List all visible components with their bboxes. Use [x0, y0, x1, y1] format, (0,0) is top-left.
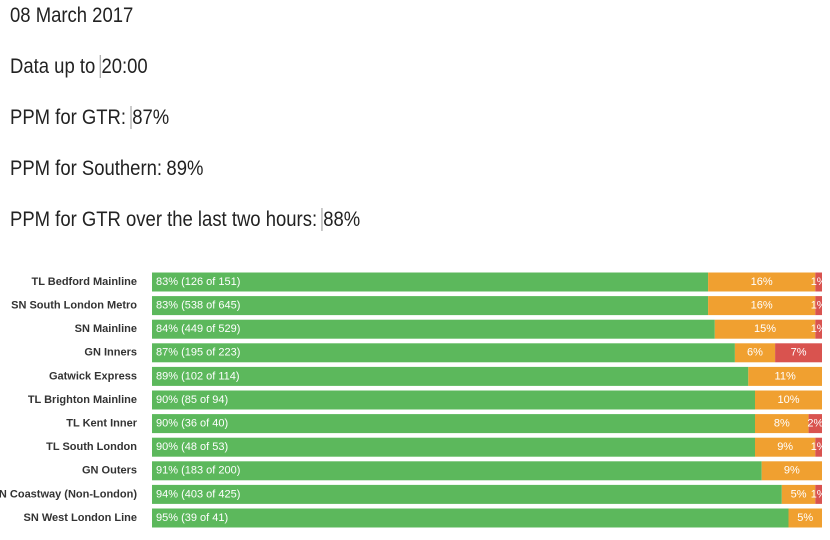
category-label: SN Mainline	[75, 323, 137, 335]
info-value: 88%	[321, 208, 361, 231]
date: 08 March 2017	[10, 4, 134, 27]
bar-segment	[734, 343, 776, 363]
bar-segment	[815, 319, 822, 339]
bar-label: 1%	[811, 488, 827, 500]
category-label: TL Bedford Mainline	[31, 276, 137, 288]
category-label: SN South London Metro	[11, 300, 137, 312]
bar-segment	[152, 272, 709, 292]
bar-segment	[152, 343, 735, 363]
info-label: PPM for Southern:	[10, 157, 163, 180]
bar-segment	[788, 508, 822, 528]
category-label: TL South London	[46, 441, 137, 453]
bar-segment	[761, 461, 822, 481]
category-label: SN West London Line	[24, 512, 137, 524]
bar-label: 2%	[807, 418, 823, 430]
bar-label: 15%	[754, 323, 776, 335]
bar-segment	[152, 437, 755, 457]
bar-label: 84% (449 of 529)	[156, 323, 240, 335]
bar-segment	[152, 414, 755, 434]
bar-label: 1%	[811, 300, 827, 312]
bar-label: 1%	[811, 276, 827, 288]
category-label: Gatwick Express	[49, 370, 137, 382]
bar-segment	[815, 296, 822, 316]
bar-label: 83% (538 of 645)	[156, 300, 240, 312]
bar-segment	[815, 437, 822, 457]
bar-label: 90% (48 of 53)	[156, 441, 228, 453]
info-value: 20:00	[99, 55, 148, 78]
info-line: Data up to 20:00	[10, 55, 148, 79]
bar-label: 9%	[777, 441, 793, 453]
bar-label: 87% (195 of 223)	[156, 347, 240, 359]
bar-segment	[152, 484, 782, 504]
bar-segment	[152, 319, 715, 339]
bar-label: 9%	[784, 465, 800, 477]
bar-segment	[152, 461, 762, 481]
info-label: PPM for GTR:	[10, 106, 127, 129]
category-label: TL Kent Inner	[66, 418, 137, 430]
bar-label: 1%	[811, 323, 827, 335]
chart: TL Bedford Mainline 83% (126 of 151) 16% 1%…	[0, 272, 827, 528]
bar-label: 5%	[791, 488, 807, 500]
bar-segment	[152, 296, 709, 316]
category-label: GN Outers	[82, 465, 137, 477]
bar-segment	[708, 296, 816, 316]
info-label: PPM for GTR over the last two hours:	[10, 208, 318, 231]
bar-segment	[152, 508, 789, 528]
bar-segment	[755, 390, 822, 410]
bar-label: 94% (403 of 425)	[156, 488, 240, 500]
info-label: Data up to	[10, 55, 96, 78]
bar-label: 16%	[751, 300, 773, 312]
bar-label: 11%	[775, 370, 796, 382]
bar-segment	[808, 414, 822, 434]
bar-label: 83% (126 of 151)	[156, 276, 240, 288]
bar-segment	[815, 272, 822, 292]
bar-label: 6%	[747, 347, 763, 359]
bar-label: 8%	[774, 418, 790, 430]
bar-label: 89% (102 of 114)	[156, 370, 240, 382]
category-label: GN Inners	[84, 347, 137, 359]
info-value: 89%	[166, 157, 204, 180]
info-value: 87%	[130, 106, 170, 129]
bar-segment	[708, 272, 816, 292]
bar-label: 5%	[797, 512, 813, 524]
bar-segment	[815, 484, 822, 504]
bar-segment	[152, 390, 755, 410]
bar-segment	[748, 366, 822, 386]
info-line: PPM for Southern: 89%	[10, 157, 203, 181]
bar-label: 91% (183 of 200)	[156, 465, 240, 477]
bar-segment	[755, 437, 816, 457]
bar-segment	[714, 319, 816, 339]
bar-label: 95% (39 of 41)	[156, 512, 228, 524]
bar-label: 1%	[811, 441, 827, 453]
info-line: PPM for GTR over the last two hours: 88%	[10, 208, 361, 232]
info-line: PPM for GTR: 87%	[10, 106, 170, 130]
bar-label: 90% (85 of 94)	[156, 394, 228, 406]
bar-segment	[755, 414, 809, 434]
bar-label: 10%	[777, 394, 799, 406]
bar-segment	[781, 484, 816, 504]
category-label: TL Brighton Mainline	[28, 394, 137, 406]
bar-label: 90% (36 of 40)	[156, 418, 228, 430]
category-label: SN Coastway (Non-London)	[0, 488, 137, 500]
bar-label: 7%	[791, 347, 807, 359]
bar-label: 16%	[751, 276, 773, 288]
bar-segment	[152, 366, 749, 386]
bar-segment	[775, 343, 822, 363]
